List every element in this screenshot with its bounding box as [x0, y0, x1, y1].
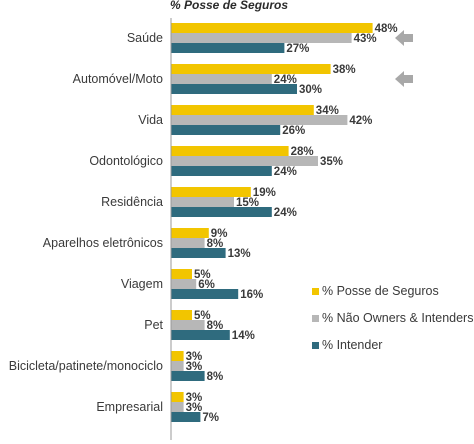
bar-pet-series-3 — [171, 330, 230, 340]
category-label-empresarial: Empresarial — [96, 400, 163, 414]
legend-label-series-3: % Intender — [322, 338, 382, 352]
value-label-residencia-series-3: 24% — [274, 207, 297, 219]
value-label-automovel-moto-series-3: 30% — [299, 84, 322, 96]
value-label-bicicleta-patinete-monociclo-series-2: 3% — [186, 361, 203, 373]
category-label-viagem: Viagem — [121, 277, 163, 291]
value-label-residencia-series-2: 15% — [236, 197, 259, 209]
legend: % Posse de Seguros % Não Owners & Intende… — [312, 284, 473, 352]
value-label-empresarial-series-1: 3% — [186, 392, 203, 404]
value-label-saude-series-2: 43% — [354, 33, 377, 45]
bar-empresarial-series-1 — [171, 392, 184, 402]
legend-swatch-series-3 — [312, 342, 319, 349]
bar-automovel-moto-series-3 — [171, 84, 297, 94]
bar-odontologico-series-1 — [171, 146, 289, 156]
bar-groups — [171, 23, 373, 422]
bar-viagem-series-1 — [171, 269, 192, 279]
bar-viagem-series-3 — [171, 289, 239, 299]
value-label-empresarial-series-2: 3% — [186, 402, 203, 414]
value-label-viagem-series-1: 5% — [194, 269, 211, 281]
bar-automovel-moto-series-2 — [171, 74, 272, 84]
category-labels: Saúde Automóvel/Moto Vida Odontológico Resid… — [9, 31, 164, 414]
category-label-vida: Vida — [138, 113, 163, 127]
category-label-automovel-moto: Automóvel/Moto — [73, 72, 163, 86]
legend-label-series-2: % Não Owners & Intenders — [322, 311, 473, 325]
legend-swatch-series-2 — [312, 315, 319, 322]
value-label-pet-series-3: 14% — [232, 330, 255, 342]
bar-empresarial-series-3 — [171, 412, 201, 422]
category-label-pet: Pet — [144, 318, 163, 332]
chart-title: % Posse de Seguros — [170, 0, 288, 12]
highlight-arrows — [395, 30, 413, 87]
value-label-saude-series-1: 48% — [375, 23, 398, 35]
value-label-vida-series-2: 42% — [349, 115, 372, 127]
bar-bicicleta-patinete-monociclo-series-2 — [171, 361, 184, 371]
legend-label-series-1: % Posse de Seguros — [322, 284, 439, 298]
value-label-pet-series-1: 5% — [194, 310, 211, 322]
bar-pet-series-1 — [171, 310, 192, 320]
bar-odontologico-series-3 — [171, 166, 272, 176]
value-label-automovel-moto-series-1: 38% — [333, 64, 356, 76]
category-label-bicicleta-patinete-monociclo: Bicicleta/patinete/monociclo — [9, 359, 163, 373]
category-label-residencia: Residência — [101, 195, 163, 209]
value-label-empresarial-series-3: 7% — [202, 412, 219, 424]
legend-swatch-series-1 — [312, 288, 319, 295]
value-label-odontologico-series-2: 35% — [320, 156, 343, 168]
value-label-bicicleta-patinete-monociclo-series-1: 3% — [186, 351, 203, 363]
bar-aparelhos-eletronicos-series-3 — [171, 248, 226, 258]
category-label-saude: Saúde — [127, 31, 163, 45]
bar-residencia-series-2 — [171, 197, 234, 207]
value-label-vida-series-3: 26% — [282, 125, 305, 137]
bar-vida-series-3 — [171, 125, 281, 135]
value-label-residencia-series-1: 19% — [253, 187, 276, 199]
bar-saude-series-3 — [171, 43, 285, 53]
bar-aparelhos-eletronicos-series-1 — [171, 228, 209, 238]
bar-vida-series-1 — [171, 105, 314, 115]
bar-automovel-moto-series-1 — [171, 64, 331, 74]
bar-odontologico-series-2 — [171, 156, 318, 166]
bar-saude-series-1 — [171, 23, 373, 33]
value-label-viagem-series-3: 16% — [240, 289, 263, 301]
bar-vida-series-2 — [171, 115, 348, 125]
value-label-odontologico-series-1: 28% — [291, 146, 314, 158]
value-label-bicicleta-patinete-monociclo-series-3: 8% — [207, 371, 224, 383]
bar-bicicleta-patinete-monociclo-series-3 — [171, 371, 205, 381]
category-label-aparelhos-eletronicos: Aparelhos eletrônicos — [43, 236, 163, 250]
value-labels: 48%43%27%38%24%30%34%42%26%28%35%24%19%1… — [186, 23, 398, 424]
bar-empresarial-series-2 — [171, 402, 184, 412]
highlight-arrow-saude — [395, 30, 413, 46]
value-label-automovel-moto-series-2: 24% — [274, 74, 297, 86]
bar-residencia-series-1 — [171, 187, 251, 197]
bar-bicicleta-patinete-monociclo-series-1 — [171, 351, 184, 361]
highlight-arrow-automovel-moto — [395, 71, 413, 87]
bar-viagem-series-2 — [171, 279, 197, 289]
bar-aparelhos-eletronicos-series-2 — [171, 238, 205, 248]
bar-saude-series-2 — [171, 33, 352, 43]
value-label-viagem-series-2: 6% — [198, 279, 215, 291]
value-label-aparelhos-eletronicos-series-1: 9% — [211, 228, 228, 240]
value-label-saude-series-3: 27% — [286, 43, 309, 55]
value-label-aparelhos-eletronicos-series-2: 8% — [207, 238, 224, 250]
category-label-odontologico: Odontológico — [89, 154, 163, 168]
bar-residencia-series-3 — [171, 207, 272, 217]
value-label-vida-series-1: 34% — [316, 105, 339, 117]
value-label-aparelhos-eletronicos-series-3: 13% — [228, 248, 251, 260]
value-label-pet-series-2: 8% — [207, 320, 224, 332]
bar-pet-series-2 — [171, 320, 205, 330]
value-label-odontologico-series-3: 24% — [274, 166, 297, 178]
